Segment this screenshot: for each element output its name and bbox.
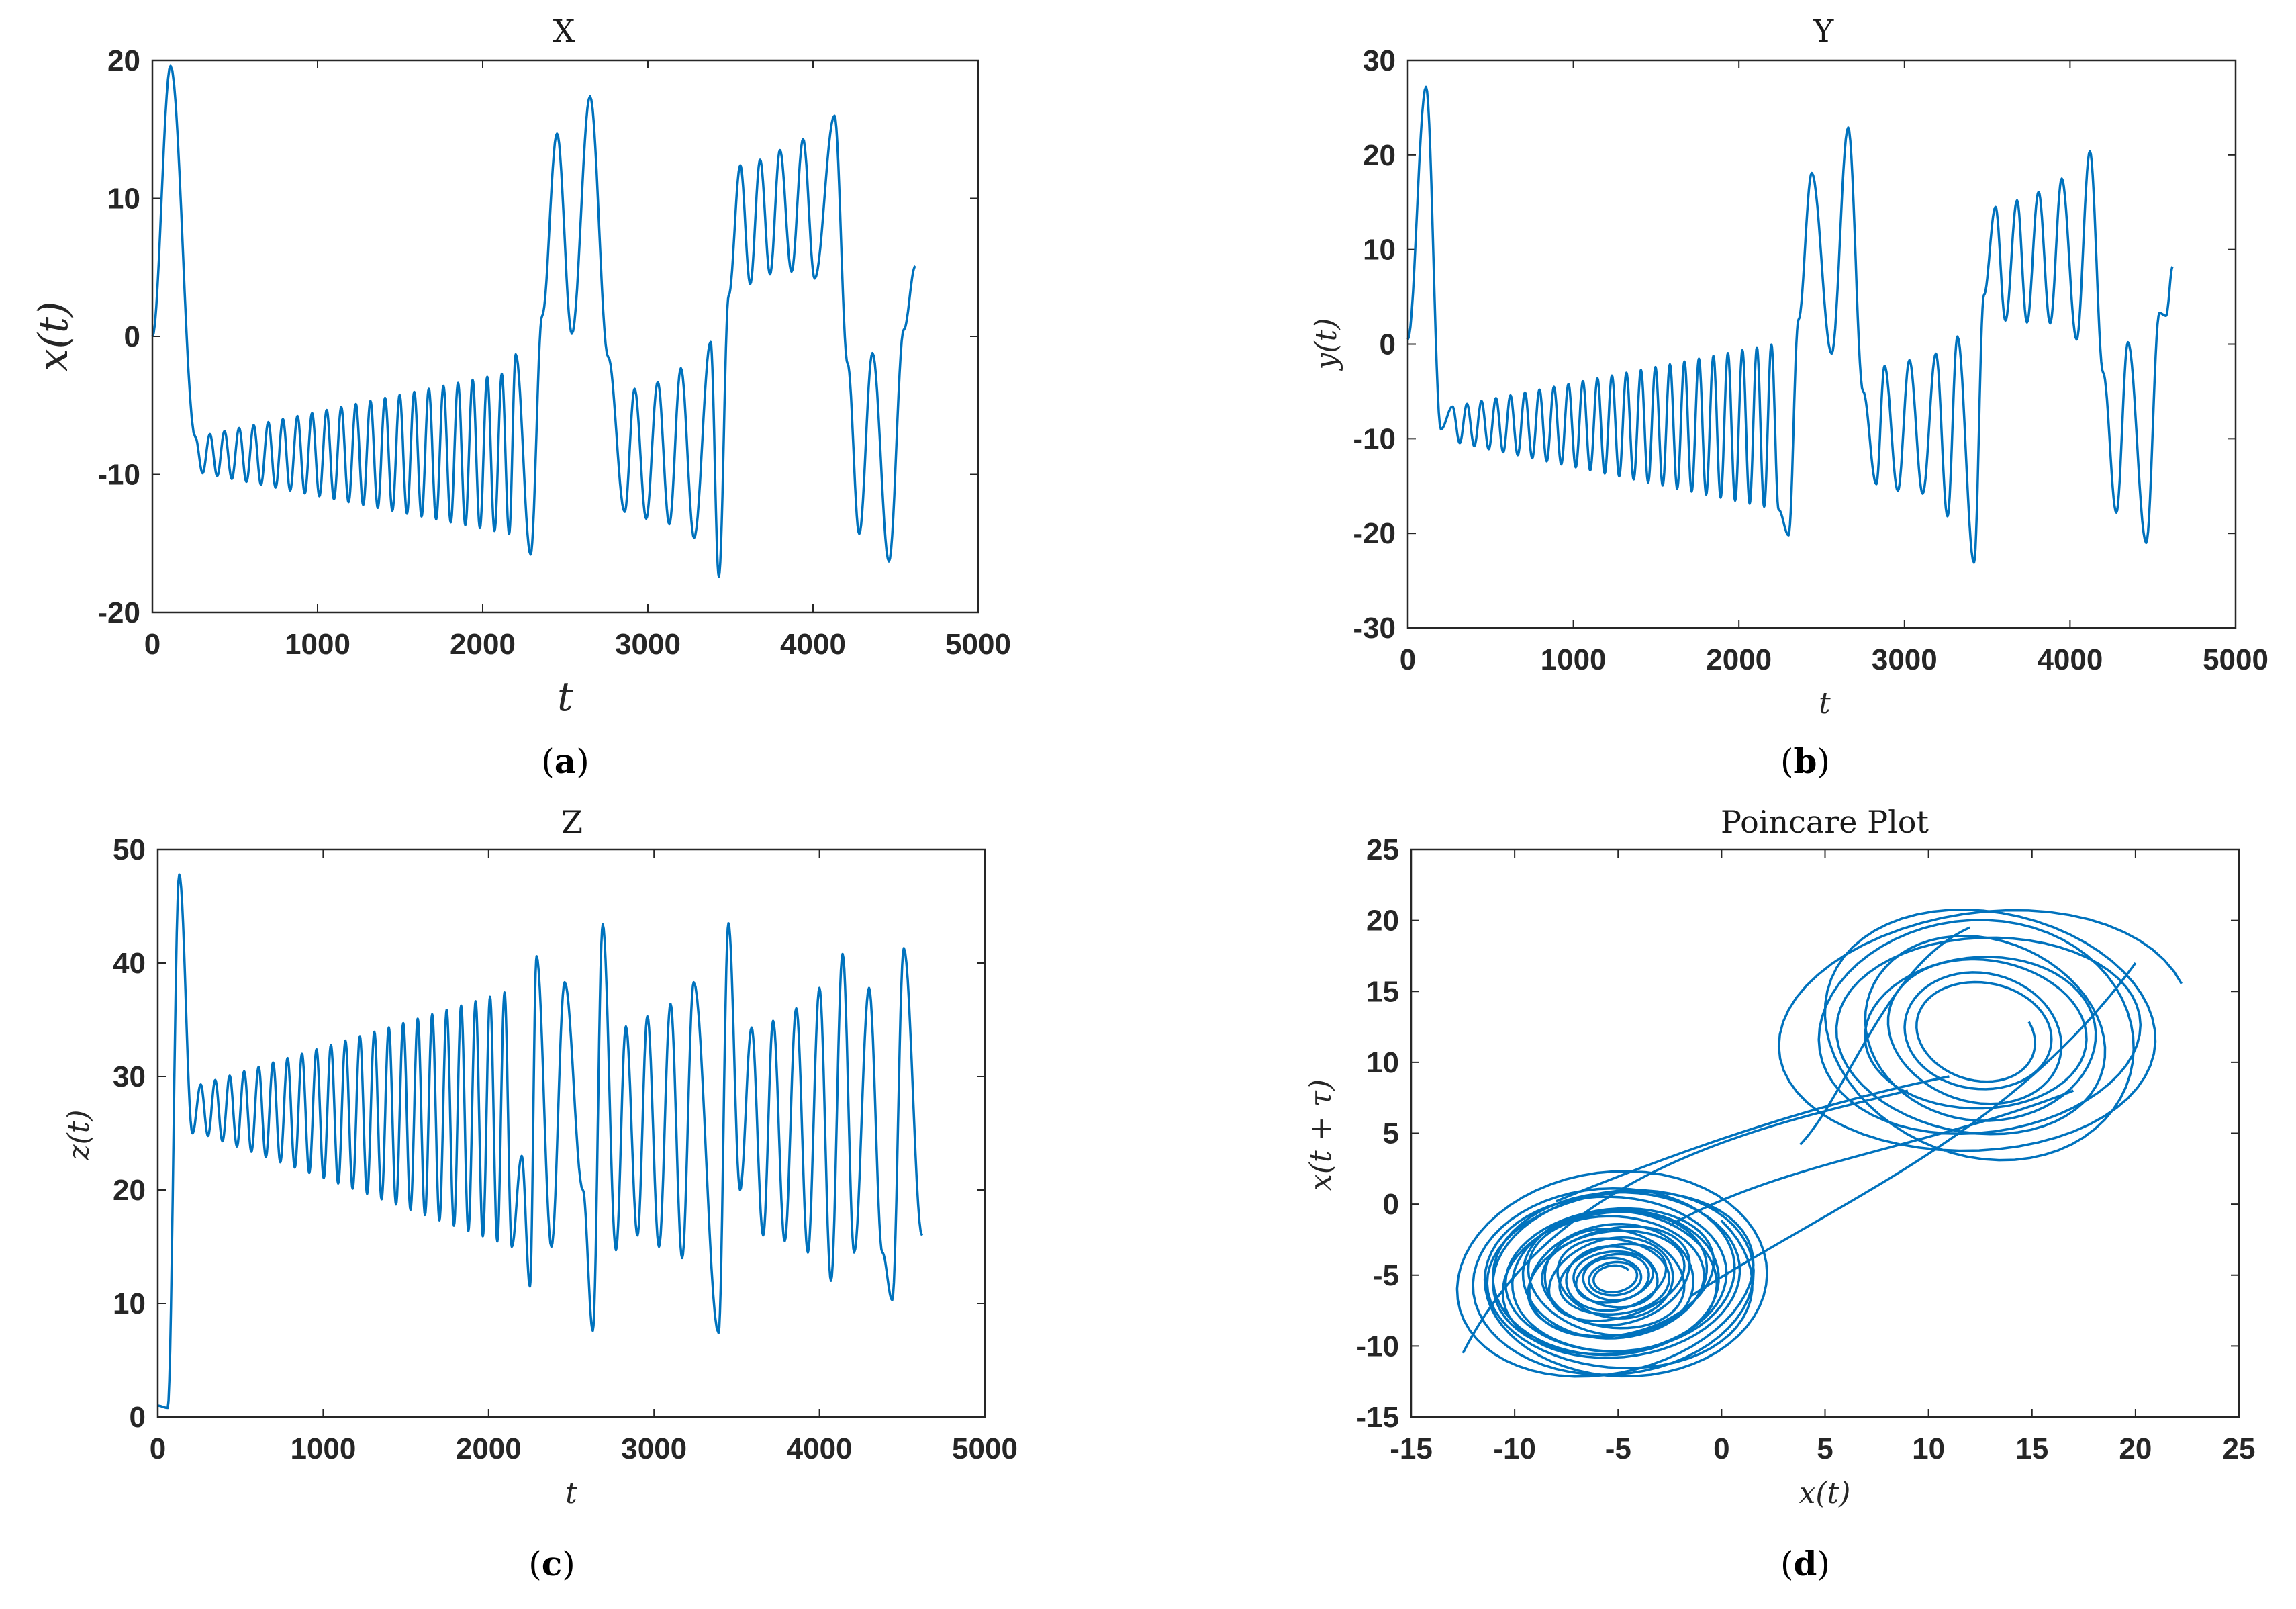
ytick-label: 25 <box>1366 833 1399 866</box>
xtick-label: 0 <box>150 1432 166 1465</box>
panel-b-ylabel: y(t) <box>1309 318 1343 371</box>
ytick-label: 5 <box>1383 1117 1399 1150</box>
panel-d-caption-letter: d <box>1794 1544 1817 1583</box>
xtick-label: 4000 <box>780 628 846 661</box>
xtick-label: 3000 <box>615 628 681 661</box>
panel-b-xticks: 0 1000 2000 3000 4000 5000 <box>1400 60 2268 676</box>
panel-a-caption: (a) <box>541 741 589 781</box>
xtick-label: 5000 <box>952 1432 1018 1465</box>
xtick-label: 0 <box>1713 1432 1729 1465</box>
panel-c-axes-box <box>156 848 986 1418</box>
xtick-label: 5 <box>1817 1432 1833 1465</box>
ytick-label: 0 <box>1380 328 1396 361</box>
xtick-label: 4000 <box>2037 643 2103 676</box>
xtick-label: 0 <box>144 628 160 661</box>
ytick-label: -10 <box>1356 1330 1399 1363</box>
xtick-label: 4000 <box>787 1432 853 1465</box>
panel-a-ylabel: x(t) <box>30 302 77 372</box>
panel-c-caption-letter: c <box>542 1544 562 1583</box>
xtick-label: 15 <box>2015 1432 2048 1465</box>
ytick-label: -10 <box>97 459 140 492</box>
panel-c-series-line <box>157 873 924 1410</box>
ytick-label: 10 <box>107 183 140 216</box>
ytick-label: 10 <box>1363 234 1396 267</box>
panel-a-series-line <box>151 64 916 578</box>
ytick-label: 10 <box>113 1287 146 1320</box>
ytick-label: -10 <box>1353 422 1396 455</box>
ytick-label: 20 <box>1366 905 1399 937</box>
panel-c-ylabel: z(t) <box>62 1109 96 1160</box>
ytick-label: -30 <box>1353 612 1396 645</box>
ytick-label: 20 <box>1363 139 1396 172</box>
xtick-label: 2000 <box>1706 643 1772 676</box>
panel-d-series-line <box>1455 908 2183 1378</box>
ytick-label: 15 <box>1366 975 1399 1008</box>
xtick-label: 1000 <box>290 1432 356 1465</box>
panel-a: X -20 -10 0 10 20 0 1000 2000 3000 4000 5000 t x(… <box>30 13 1011 781</box>
xtick-label: 3000 <box>1872 643 1938 676</box>
panel-a-yticks: -20 -10 0 10 20 <box>97 44 978 629</box>
ytick-label: 50 <box>113 833 146 866</box>
xtick-label: -5 <box>1605 1432 1631 1465</box>
ytick-label: 40 <box>113 947 146 980</box>
xtick-label: 1000 <box>285 628 350 661</box>
xtick-label: 2000 <box>450 628 516 661</box>
xtick-label: 5000 <box>2203 643 2268 676</box>
panel-b-title: Y <box>1813 13 1834 49</box>
panel-d-xticks: -15 -10 -5 0 5 10 15 20 25 <box>1390 849 2255 1465</box>
panel-d-caption: (d) <box>1780 1544 1830 1583</box>
panel-b-yticks: -30 -20 -10 0 10 20 30 <box>1353 44 2236 645</box>
panel-c-xticks: 0 1000 2000 3000 4000 5000 <box>150 849 1018 1465</box>
ytick-label: 10 <box>1366 1046 1399 1079</box>
panel-c-title: Z <box>561 804 583 840</box>
panel-b-axes-box <box>1406 59 2237 629</box>
ytick-label: 30 <box>113 1060 146 1093</box>
xtick-label: 5000 <box>945 628 1011 661</box>
panel-b-caption: (b) <box>1780 741 1830 781</box>
panel-b: Y -30 -20 -10 0 10 20 30 0 1000 2000 3000 4000 5000… <box>1309 13 2268 781</box>
panel-c-yticks: 0 10 20 30 40 50 <box>113 833 985 1434</box>
panel-a-xticks: 0 1000 2000 3000 4000 5000 <box>144 60 1011 661</box>
panel-b-xlabel: t <box>1819 686 1831 721</box>
ytick-label: 30 <box>1363 44 1396 77</box>
panel-b-series-line <box>1406 85 2174 564</box>
xtick-label: 1000 <box>1541 643 1607 676</box>
xtick-label: 20 <box>2119 1432 2152 1465</box>
ytick-label: -20 <box>1353 517 1396 550</box>
panel-d-yticks: -15 -10 -5 0 5 10 15 20 25 <box>1356 833 2239 1434</box>
xtick-label: 3000 <box>621 1432 687 1465</box>
ytick-label: 20 <box>107 44 140 77</box>
panel-a-xlabel: t <box>557 674 574 721</box>
panel-d-xlabel: x(t) <box>1799 1476 1851 1510</box>
xtick-label: -15 <box>1390 1432 1433 1465</box>
xtick-label: 2000 <box>456 1432 522 1465</box>
ytick-label: -15 <box>1356 1401 1399 1434</box>
ytick-label: -5 <box>1373 1259 1399 1292</box>
panel-d-title: Poincare Plot <box>1721 804 1929 840</box>
panel-d-ylabel: x(t + τ) <box>1304 1079 1338 1191</box>
panel-c: Z 0 10 20 30 40 50 0 1000 2000 3000 4000 5000 t z(… <box>62 804 1018 1583</box>
xtick-label: -10 <box>1493 1432 1536 1465</box>
panel-a-caption-letter: a <box>555 741 576 781</box>
ytick-label: 20 <box>113 1174 146 1207</box>
ytick-label: -20 <box>97 596 140 629</box>
panel-d-axes-box <box>1410 848 2240 1418</box>
panel-c-xlabel: t <box>565 1476 577 1510</box>
ytick-label: 0 <box>1383 1188 1399 1221</box>
ytick-label: 0 <box>124 320 140 353</box>
panel-b-caption-letter: b <box>1794 741 1817 781</box>
xtick-label: 0 <box>1400 643 1416 676</box>
panel-a-axes-box <box>151 59 979 614</box>
panel-c-caption: (c) <box>528 1544 575 1583</box>
ytick-label: 0 <box>130 1401 146 1434</box>
panel-a-title: X <box>553 13 575 49</box>
xtick-label: 10 <box>1912 1432 1945 1465</box>
xtick-label: 25 <box>2223 1432 2256 1465</box>
